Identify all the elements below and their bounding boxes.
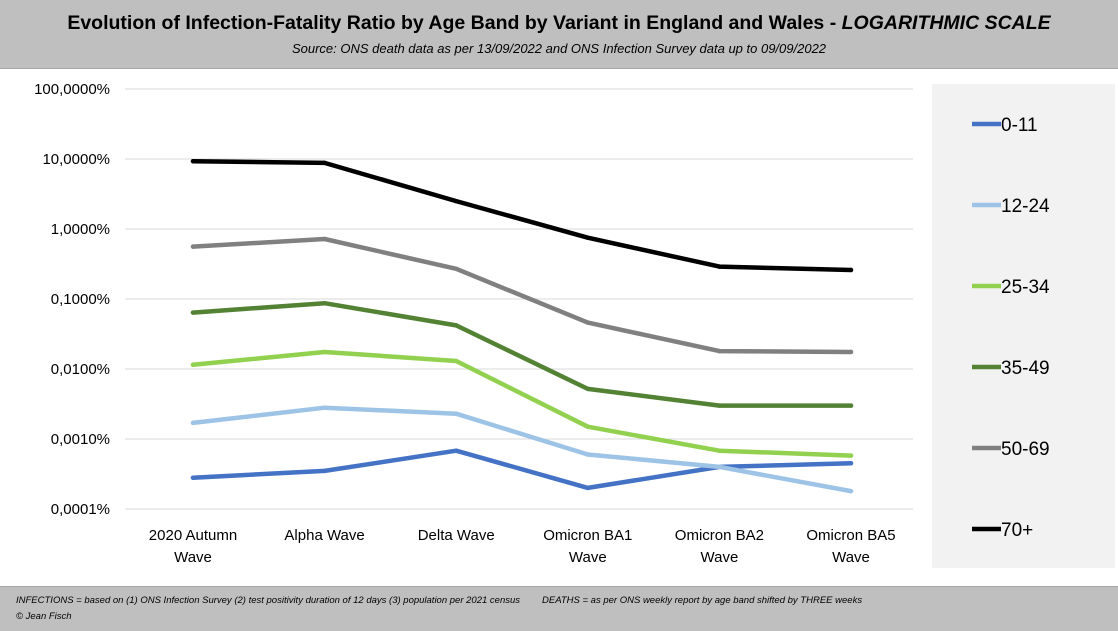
data-point-70- xyxy=(190,159,196,164)
y-axis: 0,0001% 0,0010% 0,0100% 0,1000% 1,0000% 10,00… xyxy=(34,81,110,518)
series-lines xyxy=(190,158,854,494)
legend-item-70-: 70+ xyxy=(972,520,1033,541)
y-tick-label: 0,0100% xyxy=(51,361,110,378)
series-0-11 xyxy=(190,448,854,491)
legend-label: 70+ xyxy=(1001,520,1033,541)
legend-label: 25-34 xyxy=(1001,277,1050,298)
data-point-25-34 xyxy=(585,424,590,429)
x-axis: 2020 Autumn Wave Alpha Wave Delta Wave Omicr… xyxy=(149,527,896,566)
data-point-25-34 xyxy=(322,349,327,355)
x-tick-label: 2020 Autumn Wave xyxy=(149,527,237,566)
legend: 0-11 12-24 25-34 35-49 50-69 70+ xyxy=(972,115,1050,541)
legend-item-25-34: 25-34 xyxy=(972,277,1050,298)
x-tick-label: Delta Wave xyxy=(418,527,495,544)
data-point-0-11 xyxy=(848,461,854,466)
data-point-12-24 xyxy=(322,405,327,410)
data-point-12-24 xyxy=(585,452,590,457)
chart-title-main: Evolution of Infection-Fatality Ratio by… xyxy=(67,12,842,34)
x-tick-label: Alpha Wave xyxy=(284,527,364,544)
series-line-12-24 xyxy=(190,405,854,494)
y-tick-label: 0,1000% xyxy=(51,291,110,308)
data-point-12-24 xyxy=(848,488,854,494)
series-line-70- xyxy=(190,158,854,273)
data-point-50-69 xyxy=(190,244,196,249)
data-point-35-49 xyxy=(190,310,196,315)
data-point-25-34 xyxy=(190,362,196,367)
data-point-12-24 xyxy=(190,420,196,426)
gridlines xyxy=(125,88,913,510)
data-point-35-49 xyxy=(322,301,327,306)
y-tick-label: 100,0000% xyxy=(34,81,110,98)
legend-box xyxy=(932,84,1115,568)
y-tick-label: 0,0001% xyxy=(51,501,110,518)
data-point-70- xyxy=(717,264,722,269)
data-point-35-49 xyxy=(848,403,854,408)
legend-label: 0-11 xyxy=(1001,115,1038,136)
legend-label: 50-69 xyxy=(1001,439,1050,460)
data-point-25-34 xyxy=(717,448,722,453)
author-credit: © Jean Fisch xyxy=(16,611,72,622)
infections-note: INFECTIONS = based on (1) ONS Infection … xyxy=(16,595,521,606)
chart-title: Evolution of Infection-Fatality Ratio by… xyxy=(0,12,1118,35)
data-point-70- xyxy=(585,235,590,240)
series-25-34 xyxy=(190,349,854,458)
y-tick-label: 1,0000% xyxy=(51,221,110,238)
data-point-25-34 xyxy=(848,453,854,458)
series-35-49 xyxy=(190,300,854,408)
data-point-50-69 xyxy=(717,348,722,354)
series-line-25-34 xyxy=(190,349,854,458)
data-point-0-11 xyxy=(454,448,459,453)
data-point-25-34 xyxy=(454,358,459,364)
data-point-70- xyxy=(322,160,327,166)
data-point-50-69 xyxy=(454,266,459,272)
data-point-35-49 xyxy=(717,403,722,408)
series-50-69 xyxy=(190,236,854,355)
series-line-0-11 xyxy=(190,448,854,491)
title-band: Evolution of Infection-Fatality Ratio by… xyxy=(0,0,1118,69)
line-chart: 0,0001% 0,0010% 0,0100% 0,1000% 1,0000% 10,00… xyxy=(34,81,1115,568)
data-point-12-24 xyxy=(717,464,722,470)
series-70- xyxy=(190,158,854,273)
x-tick-label: Omicron BA2 Wave xyxy=(675,527,764,566)
x-tick-label: Omicron BA1 Wave xyxy=(543,527,632,566)
legend-label: 12-24 xyxy=(1001,196,1050,217)
series-12-24 xyxy=(190,405,854,494)
data-point-50-69 xyxy=(848,349,854,355)
legend-item-50-69: 50-69 xyxy=(972,439,1050,460)
data-point-50-69 xyxy=(585,320,590,325)
data-point-0-11 xyxy=(190,475,196,480)
data-point-70- xyxy=(454,198,459,204)
deaths-note: DEATHS = as per ONS weekly report by age… xyxy=(542,595,863,606)
data-point-35-49 xyxy=(585,386,590,392)
legend-label: 35-49 xyxy=(1001,358,1050,379)
legend-item-35-49: 35-49 xyxy=(972,358,1050,379)
series-line-35-49 xyxy=(190,300,854,408)
y-tick-label: 0,0010% xyxy=(51,431,110,448)
data-point-0-11 xyxy=(322,468,327,474)
data-point-70- xyxy=(848,267,854,273)
y-tick-label: 10,0000% xyxy=(42,151,110,168)
chart-title-emphasis: LOGARITHMIC SCALE xyxy=(841,12,1051,34)
legend-item-0-11: 0-11 xyxy=(972,115,1038,136)
footer-band: INFECTIONS = based on (1) ONS Infection … xyxy=(0,586,1118,631)
x-tick-label: Omicron BA5 Wave xyxy=(806,527,895,566)
data-point-12-24 xyxy=(454,411,459,416)
data-point-50-69 xyxy=(322,236,327,242)
data-point-0-11 xyxy=(585,485,590,491)
data-point-35-49 xyxy=(454,323,459,328)
footer-notes: INFECTIONS = based on (1) ONS Infection … xyxy=(16,595,862,606)
legend-item-12-24: 12-24 xyxy=(972,196,1050,217)
chart-subtitle: Source: ONS death data as per 13/09/2022… xyxy=(291,41,827,56)
series-line-50-69 xyxy=(190,236,854,355)
